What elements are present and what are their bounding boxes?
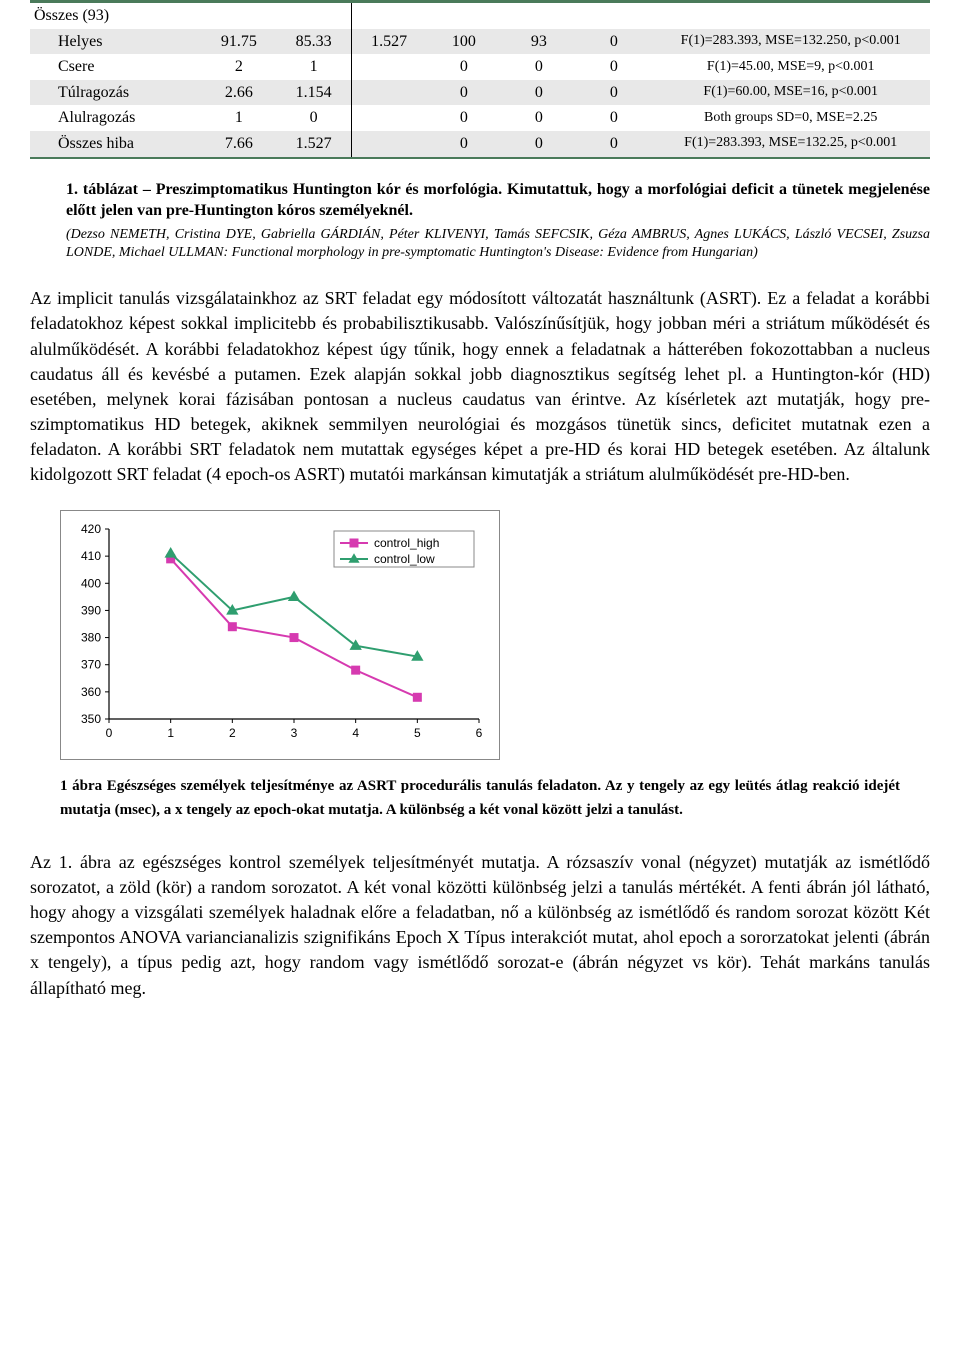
svg-text:390: 390	[81, 603, 101, 617]
svg-text:0: 0	[106, 726, 113, 740]
chart-svg: 350 360 370 380 390 400 410 420 0 1 2 3 4 5 6 control_h…	[69, 519, 489, 749]
svg-text:420: 420	[81, 522, 101, 536]
row1-label: Helyes	[30, 29, 201, 55]
svg-text:1: 1	[167, 726, 174, 740]
table-reference: (Dezso NEMETH, Cristina DYE, Gabriella G…	[66, 226, 930, 262]
svg-text:400: 400	[81, 576, 101, 590]
svg-text:control_low: control_low	[374, 552, 435, 566]
svg-text:3: 3	[291, 726, 298, 740]
asrt-chart: 350 360 370 380 390 400 410 420 0 1 2 3 4 5 6 control_h…	[60, 510, 500, 760]
row4-label: Alulragozás	[30, 105, 201, 131]
row3-label: Túlragozás	[30, 80, 201, 106]
row5-label: Összes hiba	[30, 131, 201, 158]
table-caption-bold: 1. táblázat – Preszimptomatikus Huntingt…	[66, 181, 930, 220]
svg-text:5: 5	[414, 726, 421, 740]
svg-text:350: 350	[81, 712, 101, 726]
svg-text:2: 2	[229, 726, 236, 740]
row2-label: Csere	[30, 54, 201, 80]
svg-text:6: 6	[476, 726, 483, 740]
morphology-table: Összes (93) Helyes 91.75 85.33 1.527 100…	[30, 1, 930, 159]
row0-label: Összes (93)	[30, 2, 201, 29]
paragraph-1: Az implicit tanulás vizsgálatainkhoz az …	[30, 286, 930, 488]
figure-caption: 1 ábra Egészséges személyek teljesítmény…	[60, 774, 900, 822]
svg-text:control_high: control_high	[374, 536, 439, 550]
svg-text:410: 410	[81, 549, 101, 563]
svg-text:360: 360	[81, 684, 101, 698]
svg-text:380: 380	[81, 630, 101, 644]
svg-text:4: 4	[352, 726, 359, 740]
table-caption: 1. táblázat – Preszimptomatikus Huntingt…	[66, 179, 930, 222]
paragraph-2: Az 1. ábra az egészséges kontrol személy…	[30, 850, 930, 1001]
svg-text:370: 370	[81, 657, 101, 671]
